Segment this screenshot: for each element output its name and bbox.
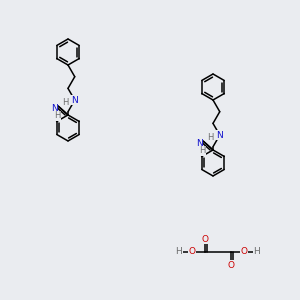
Text: H: H — [199, 146, 205, 155]
Text: O: O — [227, 260, 235, 269]
Text: H: H — [63, 98, 69, 106]
Text: N: N — [196, 139, 202, 148]
Text: H: H — [54, 111, 60, 120]
Text: N: N — [216, 130, 223, 140]
Text: O: O — [188, 248, 196, 256]
Text: O: O — [202, 235, 208, 244]
Text: N: N — [51, 104, 57, 113]
Text: N: N — [71, 96, 78, 105]
Text: O: O — [241, 248, 248, 256]
Text: H: H — [254, 248, 260, 256]
Text: H: H — [208, 133, 214, 142]
Text: H: H — [176, 248, 182, 256]
